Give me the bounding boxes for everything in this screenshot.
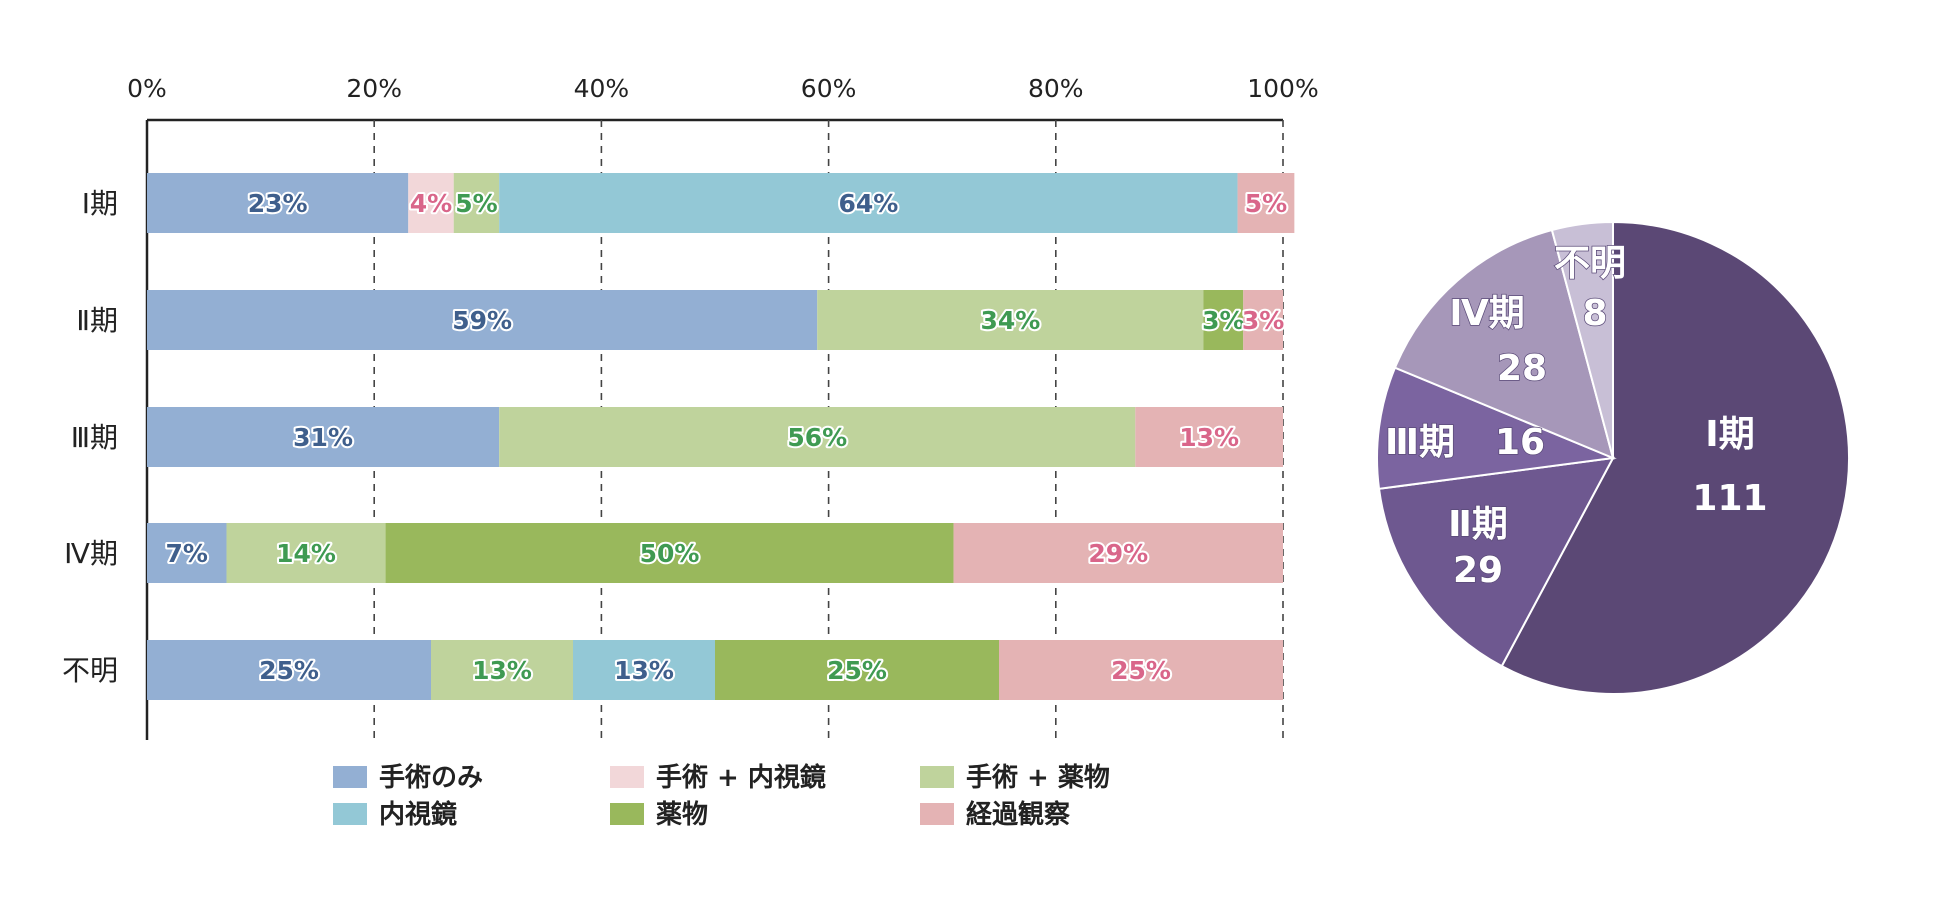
bar-segment (147, 407, 500, 467)
data-label: 25% (259, 656, 319, 685)
bar-segment (573, 640, 715, 700)
legend-swatch (610, 803, 644, 825)
data-label: 29% (1088, 539, 1148, 568)
x-tick-label: 60% (801, 74, 857, 103)
bar-segment (1237, 173, 1295, 233)
pie-slice-name: Ⅲ期 (1385, 422, 1455, 463)
x-tick-label: 100% (1247, 74, 1318, 103)
x-tick-label: 20% (346, 74, 402, 103)
pie-slice (1550, 220, 1614, 459)
pie-chart: Ⅰ期 111 Ⅱ期 29 Ⅲ期 16 Ⅳ期 28 不明 8 (1376, 220, 1850, 695)
pie-slice-name: 不明 (1554, 243, 1626, 284)
pie-slice (1376, 366, 1617, 490)
x-tick-label: 0% (127, 74, 167, 103)
pie-slice-name: Ⅱ期 (1448, 504, 1508, 545)
x-tick-label: 80% (1028, 74, 1084, 103)
legend-swatch (333, 803, 367, 825)
category-label: 不明 (62, 654, 118, 687)
legend-swatch (610, 766, 644, 788)
legend-swatch (333, 766, 367, 788)
bar-segment (453, 173, 500, 233)
legend-swatch (920, 766, 954, 788)
pie-slice (1500, 220, 1850, 695)
data-label: 3% (1202, 306, 1244, 335)
bar-segment (817, 290, 1204, 350)
data-label: 14% (276, 539, 336, 568)
bar-segment (226, 523, 386, 583)
bar-segment (953, 523, 1283, 583)
bar-segment (385, 523, 954, 583)
category-label: Ⅲ期 (71, 421, 118, 454)
legend-label: 経過観察 (966, 799, 1071, 830)
bar-segment (499, 407, 1136, 467)
data-label: 31% (293, 423, 353, 452)
pie-slice-name: Ⅳ期 (1449, 293, 1525, 334)
pie-slice-value: 29 (1453, 550, 1503, 591)
data-label: 5% (1245, 189, 1287, 218)
legend-label: 薬物 (656, 800, 708, 830)
category-label: Ⅰ期 (82, 187, 118, 220)
legend-label: 手術 + 薬物 (966, 763, 1110, 793)
x-tick-label: 40% (574, 74, 630, 103)
data-label: 34% (980, 306, 1040, 335)
data-label: 25% (827, 656, 887, 685)
data-label: 23% (248, 189, 308, 218)
bar-segment (1135, 407, 1283, 467)
pie-slice-value: 16 (1495, 422, 1545, 463)
data-label: 25% (1111, 656, 1171, 685)
category-label: Ⅳ期 (64, 537, 118, 570)
pie-slice (1393, 228, 1615, 460)
bar-segment (147, 290, 818, 350)
legend-swatch (920, 803, 954, 825)
pie-slice-name: Ⅰ期 (1705, 414, 1754, 455)
pie-slice-value: 8 (1582, 293, 1607, 334)
data-label: 4% (410, 189, 452, 218)
legend-label: 手術のみ (379, 763, 483, 793)
pie-slice (1377, 456, 1615, 668)
data-label: 13% (1179, 423, 1239, 452)
bar-segment (499, 173, 1238, 233)
data-label: 59% (452, 306, 512, 335)
bar-segment (1203, 290, 1244, 350)
data-label: 7% (166, 539, 208, 568)
bar-segment (1243, 290, 1283, 350)
data-label: 56% (787, 423, 847, 452)
legend-label: 手術 + 内視鏡 (656, 762, 826, 793)
bar-segment (147, 173, 409, 233)
data-label: 5% (455, 189, 497, 218)
bar-segment (408, 173, 454, 233)
bar-segment (147, 640, 431, 700)
bar-segment (147, 523, 227, 583)
pie-slice-value: 111 (1692, 478, 1767, 519)
data-label: 13% (472, 656, 532, 685)
bar-segment (999, 640, 1283, 700)
pie-slice-value: 28 (1497, 348, 1547, 389)
data-label: 50% (640, 539, 700, 568)
legend-label: 内視鏡 (379, 799, 457, 830)
category-label: Ⅱ期 (76, 304, 118, 337)
data-label: 13% (614, 656, 674, 685)
bar-segment (431, 640, 573, 700)
data-label: 3% (1242, 306, 1284, 335)
data-label: 64% (838, 189, 898, 218)
bar-segment (715, 640, 999, 700)
